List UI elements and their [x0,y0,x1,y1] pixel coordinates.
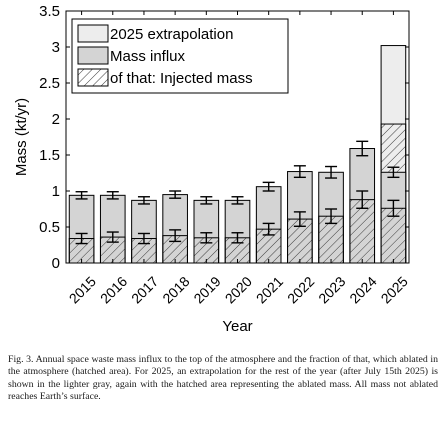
errorbar-injected-mass [200,232,213,244]
x-axis-label: Year [222,318,252,335]
errorbar-injected-mass [137,232,150,245]
y-tick-label: 2.5 [39,75,60,92]
legend-key-injected-mass [77,68,109,87]
legend-label: 2025 extrapolation [110,26,233,43]
errorbar-mass-influx [231,196,244,205]
errorbar-mass-influx [356,140,369,157]
errorbar-injected-mass [75,232,88,245]
y-tick-label: 2 [52,111,60,128]
errorbar-mass-influx [387,166,400,179]
y-tick-label: 0.5 [39,219,60,236]
x-tick-label: 2019 [190,273,223,306]
errorbar-mass-influx [325,165,338,179]
figure-caption: Fig. 3. Annual space waste mass influx t… [8,354,438,403]
legend-label: Mass influx [110,48,186,65]
y-tick-label: 0 [52,255,60,272]
bar-injected-mass [380,207,407,264]
x-tick-label: 2025 [378,273,411,306]
errorbar-mass-influx [262,181,275,192]
x-tick-label: 2024 [346,273,379,306]
errorbar-mass-influx [169,190,182,199]
errorbar-mass-influx [106,191,119,200]
x-tick-label: 2021 [253,273,286,306]
legend-key-mass-influx [77,46,109,65]
x-tick-label: 2016 [97,273,130,306]
errorbar-mass-influx [137,196,150,205]
y-tick-label: 1.5 [39,147,60,164]
y-tick-label: 1 [52,183,60,200]
y-axis: 0 0.5 1 1.5 2 2.5 3 3.5 [39,3,409,272]
x-tick-label: 2023 [315,273,348,306]
errorbar-injected-mass [325,208,338,225]
legend: 2025 extrapolation Mass influx of that: In… [71,18,289,94]
y-tick-label: 3.5 [39,3,60,20]
y-axis-label: Mass (kt/yr) [13,98,30,176]
errorbar-injected-mass [231,232,244,244]
errorbar-injected-mass [106,231,119,243]
x-tick-label: 2018 [159,273,192,306]
errorbar-injected-mass [293,211,306,227]
chart-figure: 00.511.522.533.5 20152016201720182019202… [13,3,411,335]
errorbar-injected-mass [356,190,369,209]
legend-label: of that: Injected mass [110,70,253,87]
errorbar-injected-mass [262,222,275,236]
errorbar-mass-influx [75,191,88,200]
x-tick-label: 2015 [66,273,99,306]
errorbar-injected-mass [169,229,182,243]
legend-key-extrapolation [77,24,109,43]
error-bars-layer [75,140,400,245]
x-tick-label: 2020 [222,273,255,306]
x-tick-label: 2017 [128,273,161,306]
errorbar-mass-influx [293,165,306,179]
errorbar-mass-influx [200,196,213,205]
bar-injected-mass [99,236,126,264]
y-tick-label: 3 [52,39,60,56]
bar-injected-mass [349,199,376,264]
x-tick-label: 2022 [284,273,317,306]
errorbar-injected-mass [387,199,400,217]
